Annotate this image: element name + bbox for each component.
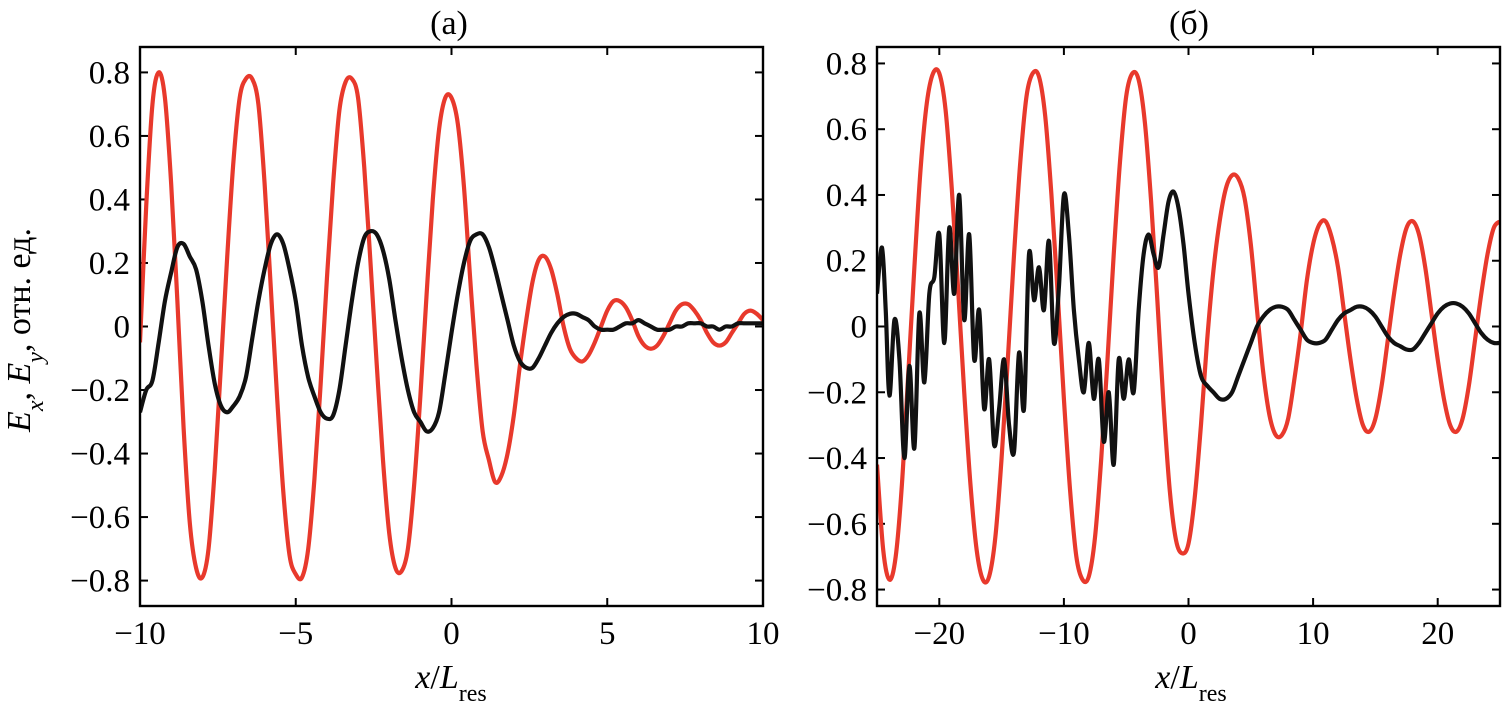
panel-b-y-tick-label: 0	[851, 310, 868, 346]
y-axis-label: Ex, Ey, отн. ед.	[1, 228, 49, 433]
panel-b-y-tick-label: −0.2	[807, 375, 867, 411]
panel-b-y-tick-label: 0.4	[826, 178, 867, 214]
panel-a-y-tick-label: 0.4	[89, 182, 130, 218]
panel-b-series-ex-line	[877, 67, 1500, 585]
panel-a-x-tick-label: −5	[278, 616, 313, 652]
panel-a-plot-area: −0.8 −0.6 −0.4 −0.2 0 0.2 0.4 0.6 0.8 −10 −5 0 5 10	[70, 47, 780, 652]
panel-b-plot-area: −0.8 −0.6 −0.4 −0.2 0 0.2 0.4 0.6 0.8 −20 −10 0 10 20	[807, 46, 1500, 652]
panel-a-y-tick-label: −0.8	[70, 564, 130, 600]
panel-b-y-tick-label: 0.2	[826, 244, 867, 280]
panel-a-y-tick-label: −0.4	[70, 437, 130, 473]
panel-a-x-tick-label: 5	[599, 616, 616, 652]
panel-a-x-tick-label: −10	[114, 616, 166, 652]
panel-a: (а) −0.8 −0.6 −0.4 −0.2 0 0.2 0.4 0.6 0.8 −10 −5 0 5…	[70, 5, 779, 707]
panel-b-x-tick-label: −10	[1038, 616, 1090, 652]
panel-b: (б) −0.8 −0.6 −0.4 −0.2 0 0.2 0.4 0.6 0.8 −20 −10 0…	[807, 5, 1502, 707]
panel-a-x-tick-label: 10	[747, 616, 780, 652]
panel-a-x-axis-label: x/Lres	[414, 659, 486, 707]
panel-a-y-tick-label: −0.2	[70, 373, 130, 409]
panel-b-x-tick-label: 20	[1421, 616, 1454, 652]
panel-a-title: (а)	[430, 5, 468, 42]
panel-a-series-ey-line	[140, 228, 763, 434]
panel-a-x-tick-label: 0	[443, 616, 460, 652]
panel-b-y-tick-label: −0.4	[807, 441, 867, 477]
panel-a-y-tick-label: 0	[114, 310, 131, 346]
panel-a-series-ex-line	[140, 70, 763, 582]
panel-a-y-tick-label: 0.2	[89, 246, 130, 282]
panel-b-x-tick-label: 0	[1180, 616, 1197, 652]
panel-a-frame	[138, 45, 765, 608]
panel-b-title: (б)	[1169, 5, 1209, 42]
panel-b-y-tick-label: −0.6	[807, 507, 867, 543]
panel-b-y-tick-label: 0.8	[826, 46, 867, 82]
panel-b-y-tick-label: −0.8	[807, 573, 867, 609]
panel-b-x-tick-label: −20	[913, 616, 965, 652]
panel-b-series-ey-line	[877, 189, 1500, 467]
panel-a-y-tick-label: −0.6	[70, 500, 130, 536]
panel-b-frame	[875, 45, 1502, 608]
panel-b-x-tick-label: 10	[1297, 616, 1330, 652]
panel-b-y-tick-label: 0.6	[826, 112, 867, 148]
panel-a-y-tick-label: 0.8	[89, 55, 130, 91]
panel-a-y-tick-label: 0.6	[89, 119, 130, 155]
panel-b-x-axis-label: x/Lres	[1154, 659, 1226, 707]
